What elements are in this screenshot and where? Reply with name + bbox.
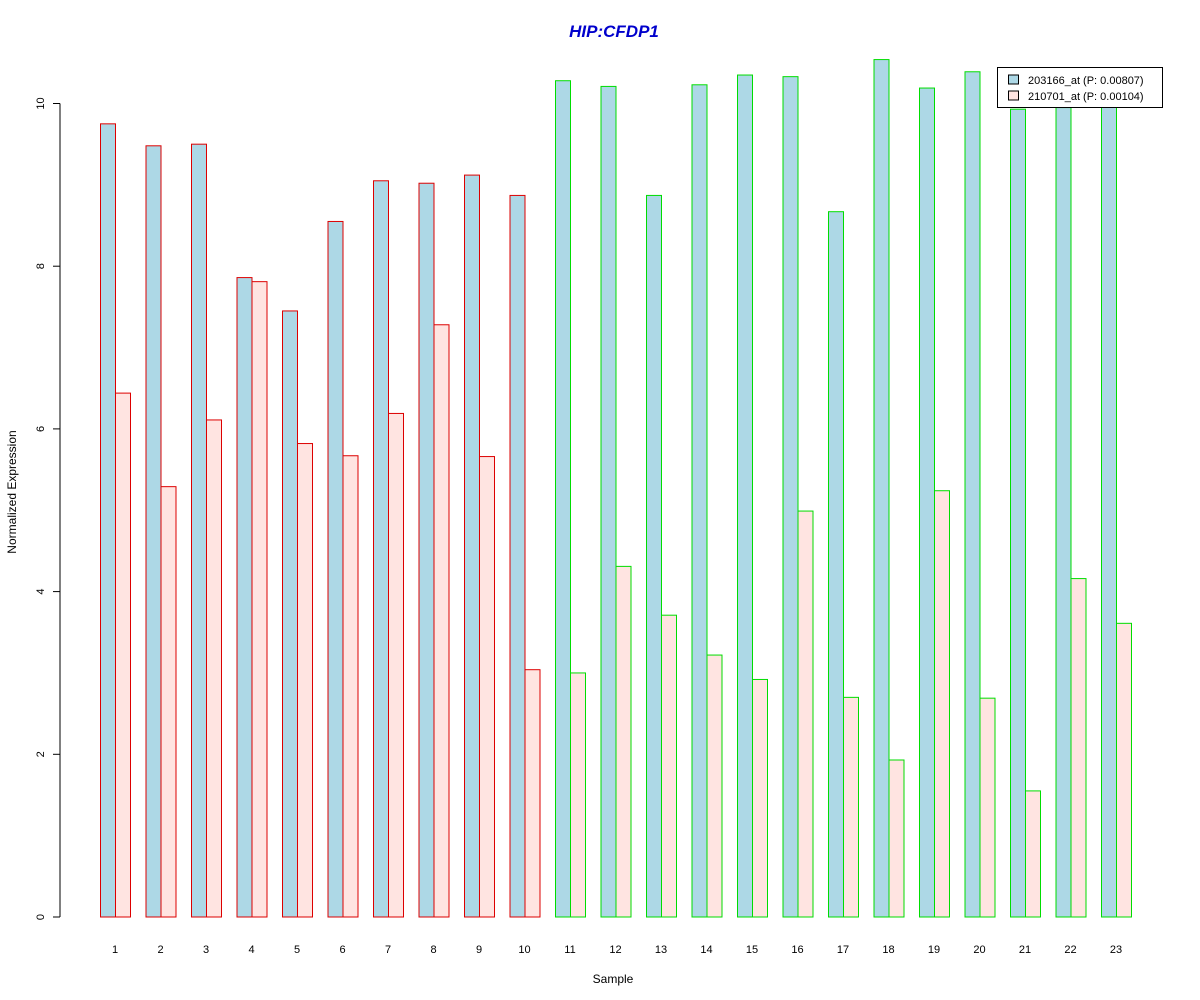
y-tick-label: 10 xyxy=(35,97,47,109)
bar-210701-at xyxy=(979,697,996,918)
bars-group xyxy=(100,59,1132,918)
x-tick-labels: 1 2 3 4 5 6 7 8 9 10 11 12 13 14 15 16 17 18 19 20 21 22 23 xyxy=(112,944,1122,956)
x-tick-label: 13 xyxy=(655,944,667,956)
x-tick-label: 15 xyxy=(746,944,758,956)
bar-203166-at xyxy=(464,174,480,918)
bar-203166-at xyxy=(236,277,253,918)
legend: 203166_at (P: 0.00807) 210701_at (P: 0.00… xyxy=(997,67,1163,108)
x-tick-label: 5 xyxy=(294,944,300,956)
bar-210701-at xyxy=(115,392,131,918)
y-tick-label: 2 xyxy=(35,751,47,757)
bar-210701-at xyxy=(524,669,541,918)
x-tick-label: 7 xyxy=(385,944,391,956)
bar-210701-at xyxy=(388,412,404,918)
y-tick-label: 4 xyxy=(35,589,47,595)
bar-203166-at xyxy=(509,194,526,918)
bar-210701-at xyxy=(1116,622,1132,918)
bar-203166-at xyxy=(373,180,389,918)
bar-203166-at xyxy=(418,182,435,918)
bar-210701-at xyxy=(1025,790,1041,918)
x-tick-label: 22 xyxy=(1064,944,1076,956)
bar-210701-at xyxy=(797,510,814,918)
bar-203166-at xyxy=(1101,103,1117,918)
x-axis-label: Sample xyxy=(593,972,634,986)
x-tick-label: 20 xyxy=(973,944,985,956)
legend-swatch xyxy=(1008,90,1019,101)
x-tick-label: 23 xyxy=(1110,944,1122,956)
bar-210701-at xyxy=(479,456,495,918)
x-tick-label: 2 xyxy=(157,944,163,956)
x-tick-label: 3 xyxy=(203,944,209,956)
bar-210701-at xyxy=(206,419,222,918)
legend-label: 203166_at (P: 0.00807) xyxy=(1028,75,1144,87)
y-tick-label: 0 xyxy=(35,914,47,920)
y-axis: 0 2 4 6 8 10 xyxy=(35,97,61,920)
legend-label: 210701_at (P: 0.00104) xyxy=(1028,91,1144,103)
bar-210701-at xyxy=(661,614,677,918)
bar-203166-at xyxy=(1010,108,1026,918)
bar-203166-at xyxy=(282,310,298,918)
bar-210701-at xyxy=(888,759,905,918)
x-tick-label: 21 xyxy=(1019,944,1031,956)
legend-box xyxy=(997,67,1163,108)
bar-203166-at xyxy=(782,76,799,918)
bar-203166-at xyxy=(327,220,344,918)
bar-210701-at xyxy=(843,696,859,918)
y-axis-label: Normalized Expression xyxy=(5,430,19,553)
bar-210701-at xyxy=(570,672,586,918)
legend-swatch xyxy=(1008,74,1019,85)
bar-210701-at xyxy=(342,455,359,918)
bar-210701-at xyxy=(1070,578,1087,918)
bar-210701-at xyxy=(706,654,723,918)
bar-203166-at xyxy=(145,145,162,918)
bar-203166-at xyxy=(1055,107,1072,918)
bar-203166-at xyxy=(964,71,981,918)
bar-203166-at xyxy=(600,85,617,918)
x-tick-label: 17 xyxy=(837,944,849,956)
x-tick-label: 16 xyxy=(791,944,803,956)
x-tick-label: 4 xyxy=(248,944,254,956)
bar-203166-at xyxy=(100,123,116,918)
bar-203166-at xyxy=(919,87,935,918)
bar-203166-at xyxy=(873,59,890,918)
y-tick-label: 6 xyxy=(35,426,47,432)
y-tick-label: 8 xyxy=(35,263,47,269)
x-tick-label: 19 xyxy=(928,944,940,956)
bar-203166-at xyxy=(828,211,844,918)
bar-210701-at xyxy=(160,486,177,918)
bar-203166-at xyxy=(691,84,708,918)
chart-title: HIP:CFDP1 xyxy=(569,22,659,41)
bar-210701-at xyxy=(433,324,450,918)
bar-210701-at xyxy=(251,281,268,918)
bar-210701-at xyxy=(297,443,313,918)
bar-203166-at xyxy=(191,143,207,918)
x-tick-label: 1 xyxy=(112,944,118,956)
x-tick-label: 6 xyxy=(339,944,345,956)
bar-210701-at xyxy=(615,565,632,918)
bar-203166-at xyxy=(737,74,753,918)
bar-203166-at xyxy=(555,80,571,918)
x-tick-label: 9 xyxy=(476,944,482,956)
bar-210701-at xyxy=(934,490,950,918)
x-tick-label: 14 xyxy=(700,944,712,956)
x-tick-label: 11 xyxy=(564,944,575,956)
x-tick-label: 18 xyxy=(882,944,894,956)
x-tick-label: 12 xyxy=(609,944,621,956)
x-tick-label: 10 xyxy=(518,944,530,956)
bar-210701-at xyxy=(752,678,768,918)
bar-203166-at xyxy=(646,194,662,918)
x-tick-label: 8 xyxy=(430,944,436,956)
